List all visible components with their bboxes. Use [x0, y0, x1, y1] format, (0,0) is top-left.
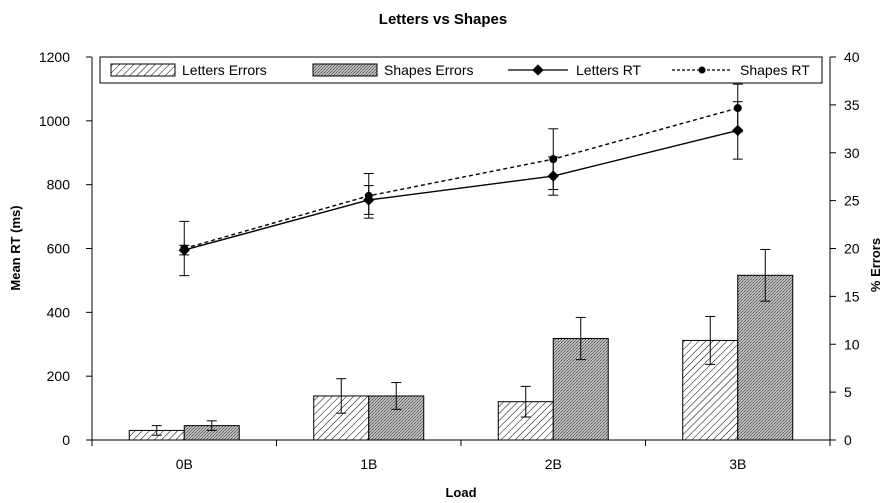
x-tick-label: 2B	[545, 456, 562, 472]
y-axis-left: 0 200 400 600 800 1000 1200	[39, 49, 92, 448]
y-tick-label: 1000	[39, 113, 70, 129]
y2-tick-label: 25	[844, 193, 860, 209]
point-shapes-rt	[549, 155, 558, 164]
y-tick-label: 1200	[39, 49, 70, 65]
legend-swatch-shapes-errors	[312, 63, 378, 77]
legend-swatch-letters-errors	[110, 63, 176, 77]
x-axis: 0B 1B 2B 3B	[91, 440, 831, 472]
legend: Letters Errors Shapes Errors Letters RT …	[99, 56, 823, 84]
legend-marker-shapes-rt	[698, 66, 706, 74]
legend-label-letters-rt: Letters RT	[576, 62, 642, 78]
y-tick-label: 200	[47, 368, 71, 384]
y-tick-label: 800	[47, 177, 71, 193]
y2-tick-label: 10	[844, 336, 860, 352]
y2-tick-label: 20	[844, 241, 860, 257]
y-axis-right: 0 5 10 15 20 25 30 35 40	[830, 49, 860, 448]
y-tick-label: 400	[47, 304, 71, 320]
x-tick-label: 0B	[176, 456, 193, 472]
point-shapes-rt	[180, 244, 189, 253]
point-shapes-rt	[733, 104, 742, 113]
bar-shapes-errors	[552, 338, 609, 441]
y2-axis-label: % Errors	[868, 238, 883, 292]
y2-tick-label: 15	[844, 288, 860, 304]
legend-label-shapes-errors: Shapes Errors	[384, 62, 473, 78]
y2-tick-label: 5	[844, 384, 852, 400]
chart-title: Letters vs Shapes	[379, 11, 507, 28]
point-shapes-rt	[364, 191, 373, 200]
y2-tick-label: 0	[844, 432, 852, 448]
bar-series-group	[128, 248, 794, 441]
x-tick-label: 3B	[729, 456, 746, 472]
y2-tick-label: 35	[844, 97, 860, 113]
y2-tick-label: 30	[844, 145, 860, 161]
x-tick-label: 1B	[360, 456, 377, 472]
legend-label-letters-errors: Letters Errors	[182, 62, 267, 78]
x-axis-label: Load	[445, 485, 476, 500]
y2-tick-label: 40	[844, 49, 860, 65]
line-letters-rt	[184, 129, 738, 251]
bar-shapes-errors	[737, 274, 794, 441]
y-axis-label: Mean RT (ms)	[8, 205, 23, 290]
legend-label-shapes-rt: Shapes RT	[740, 62, 810, 78]
line-series-group	[178, 83, 744, 277]
y-tick-label: 0	[62, 432, 70, 448]
y-tick-label: 600	[47, 241, 71, 257]
